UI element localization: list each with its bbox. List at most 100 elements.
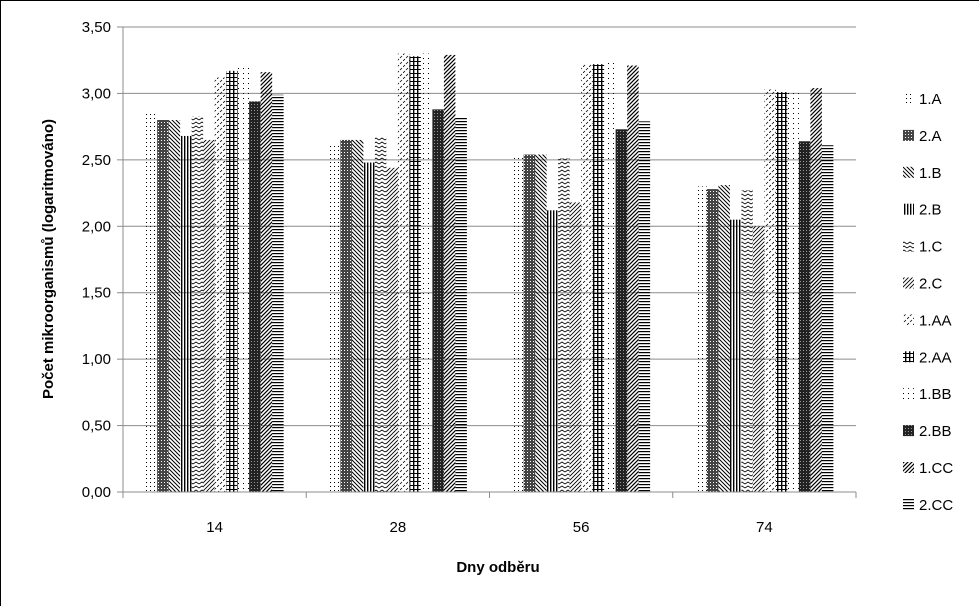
- bar-1cc-28: [443, 54, 456, 493]
- bar-1a-74: [695, 186, 707, 492]
- x-tick-label: 28: [390, 519, 407, 536]
- legend-item: 2.AA: [903, 349, 952, 366]
- legend-item: 2.CC: [903, 497, 953, 514]
- y-tick-label: 1,50: [82, 285, 111, 302]
- x-tick-label: 74: [756, 519, 773, 536]
- bar-1c-56: [558, 158, 570, 492]
- legend-item: 2.A: [903, 128, 942, 145]
- bar-1c-14: [191, 116, 204, 492]
- bar-2cc-74: [821, 145, 834, 493]
- legend: 1.A 2.A 1.B 2.B 1.C 2.C 1.AA 2.AA 1.BB 2.BB 1.CC 2.…: [903, 91, 953, 514]
- legend-label: 2.BB: [919, 423, 952, 440]
- bar-2b-74: [729, 219, 742, 492]
- legend-item: 2.C: [903, 276, 943, 293]
- legend-item: 1.CC: [903, 460, 953, 477]
- bar-2a-56: [523, 154, 536, 493]
- bar-1cc-74: [810, 88, 822, 493]
- legend-item: 1.B: [903, 165, 942, 182]
- bars: [145, 53, 834, 493]
- legend-label: 2.B: [919, 202, 942, 219]
- bar-1b-28: [351, 139, 364, 492]
- y-tick-label: 0,00: [82, 484, 111, 501]
- legend-swatch: [903, 425, 914, 437]
- bar-2a-28: [340, 139, 352, 492]
- bar-1bb-14: [237, 66, 250, 493]
- legend-label: 1.B: [919, 165, 942, 182]
- legend-swatch: [903, 129, 914, 141]
- legend-swatch: [903, 314, 914, 326]
- bar-1aa-56: [581, 64, 593, 492]
- bar-1b-56: [535, 154, 547, 493]
- bar-2cc-28: [455, 117, 467, 492]
- bar-1a-28: [328, 143, 341, 492]
- bar-2c-14: [203, 139, 215, 492]
- legend-label: 1.A: [919, 91, 942, 108]
- bar-2bb-56: [615, 129, 628, 493]
- legend-swatch: [903, 203, 914, 215]
- legend-label: 1.CC: [919, 460, 953, 477]
- legend-swatch: [903, 351, 914, 363]
- bar-2aa-28: [409, 56, 421, 492]
- bar-2a-14: [157, 120, 169, 492]
- legend-swatch: [903, 277, 914, 289]
- bar-1aa-74: [764, 89, 776, 492]
- bar-2aa-56: [592, 64, 605, 492]
- bar-2b-56: [546, 210, 559, 492]
- bar-2aa-14: [226, 70, 238, 492]
- bar-2b-14: [180, 135, 192, 492]
- bar-2b-28: [363, 162, 375, 492]
- bar-2cc-14: [272, 94, 284, 492]
- bar-2bb-28: [432, 109, 444, 493]
- legend-swatch: [903, 498, 914, 510]
- legend-swatch: [903, 388, 914, 400]
- y-tick-label: 3,00: [82, 85, 111, 102]
- bar-1cc-56: [627, 65, 639, 492]
- x-tick-label: 56: [573, 519, 590, 536]
- x-axis: 14 28 56 74: [122, 491, 857, 536]
- bar-2bb-14: [249, 101, 261, 493]
- bar-1c-74: [741, 190, 753, 492]
- legend-swatch: [903, 166, 914, 178]
- y-axis: 0,00 0,50 1,00 1,50 2,00 2,50 3,00 3,50: [82, 19, 124, 501]
- legend-label: 1.C: [919, 239, 943, 256]
- bar-2c-74: [752, 226, 765, 493]
- legend-label: 2.A: [919, 128, 942, 145]
- x-tick-label: 14: [206, 519, 223, 536]
- legend-item: 2.BB: [903, 423, 952, 440]
- bar-1cc-14: [260, 72, 273, 493]
- y-tick-label: 3,50: [82, 19, 111, 36]
- bar-2c-56: [569, 202, 582, 492]
- legend-label: 1.BB: [919, 386, 952, 403]
- bar-1bb-56: [604, 60, 616, 493]
- y-tick-label: 0,50: [82, 418, 111, 435]
- legend-item: 2.B: [903, 202, 942, 219]
- bar-2c-28: [386, 167, 398, 492]
- legend-item: 1.C: [903, 239, 943, 256]
- legend-item: 1.A: [903, 91, 942, 108]
- bar-2bb-74: [798, 141, 811, 492]
- legend-label: 2.CC: [919, 497, 953, 514]
- bar-1b-74: [718, 185, 730, 492]
- bar-2aa-74: [775, 92, 788, 492]
- y-axis-title: Počet mikroorganismů (logaritmováno): [40, 119, 57, 399]
- bar-1b-14: [168, 120, 181, 492]
- legend-swatch: [903, 462, 914, 473]
- bar-2a-74: [706, 189, 719, 492]
- legend-label: 1.AA: [919, 312, 952, 329]
- bar-1aa-14: [214, 77, 227, 493]
- y-tick-label: 2,00: [82, 218, 111, 235]
- legend-swatch: [903, 240, 914, 252]
- bar-1aa-28: [397, 53, 410, 492]
- bar-1c-28: [374, 137, 387, 492]
- y-tick-label: 1,00: [82, 351, 111, 368]
- y-tick-label: 2,50: [82, 152, 111, 169]
- legend-swatch: [903, 93, 914, 104]
- legend-label: 2.C: [919, 276, 943, 293]
- legend-item: 1.AA: [903, 312, 952, 329]
- legend-item: 1.BB: [903, 386, 952, 403]
- x-axis-title: Dny odběru: [456, 559, 539, 576]
- legend-label: 2.AA: [919, 349, 952, 366]
- bar-1a-56: [512, 155, 524, 492]
